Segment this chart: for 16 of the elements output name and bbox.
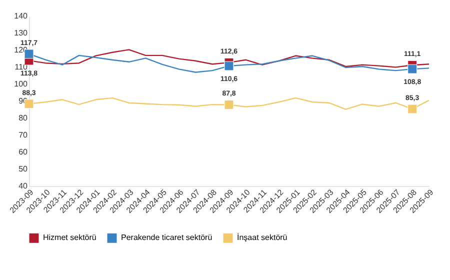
legend-label: Perakende ticaret sektörü	[121, 233, 212, 242]
point	[408, 104, 418, 114]
y-tick-label: 130	[14, 28, 28, 38]
y-tick-label: 80	[18, 114, 28, 122]
y-tick-label: 100	[14, 80, 28, 88]
point	[224, 61, 234, 71]
y-tick-label: 40	[18, 182, 28, 190]
y-tick-label: 110	[14, 62, 28, 72]
y-tick-label: 50	[18, 164, 28, 174]
y-tick-label: 70	[18, 130, 28, 140]
point	[224, 100, 234, 110]
y-tick-label: 140	[14, 12, 28, 20]
y-tick-label: 60	[18, 148, 28, 156]
legend-label: İnşaat sektörü	[237, 233, 288, 242]
point	[408, 64, 418, 74]
legend-label: Hizmet sektörü	[43, 233, 96, 242]
